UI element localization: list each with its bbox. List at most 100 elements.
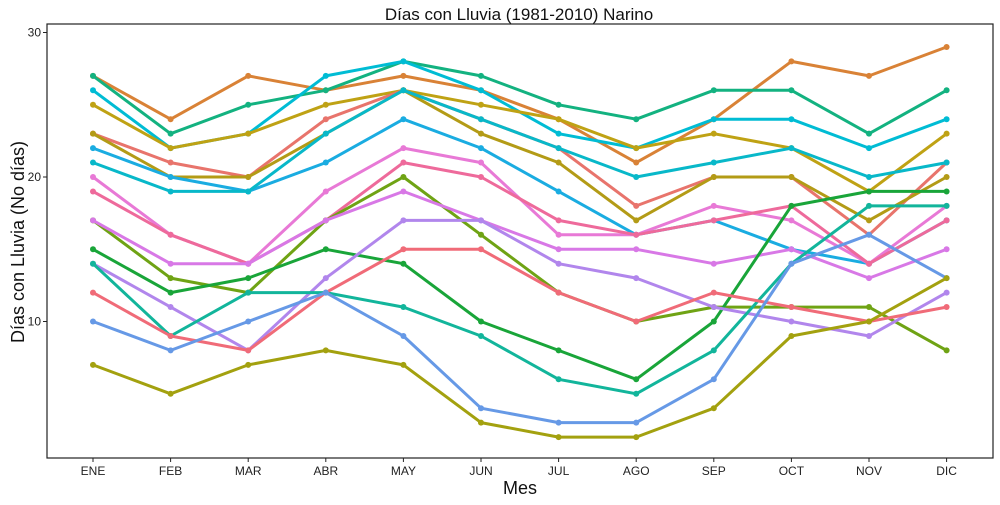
data-point xyxy=(943,289,950,296)
data-point xyxy=(167,390,174,397)
data-point xyxy=(555,145,562,152)
y-tick-label: 20 xyxy=(28,170,42,184)
series-5 xyxy=(90,87,950,238)
data-point xyxy=(245,188,252,195)
data-point xyxy=(90,159,96,166)
data-point xyxy=(943,87,950,94)
data-point xyxy=(245,174,252,180)
series-line xyxy=(91,88,949,222)
data-point xyxy=(866,275,872,282)
data-point xyxy=(788,318,795,325)
data-point xyxy=(90,318,96,325)
data-point xyxy=(555,434,562,441)
data-point xyxy=(167,130,174,137)
data-point xyxy=(555,289,562,296)
data-point xyxy=(478,159,484,166)
data-point xyxy=(788,260,795,267)
data-point xyxy=(90,145,96,152)
x-tick-label: FEB xyxy=(159,464,182,478)
data-point xyxy=(866,231,872,238)
series-17 xyxy=(90,231,950,426)
series-line xyxy=(91,218,949,352)
data-point xyxy=(633,318,640,325)
data-point xyxy=(710,304,717,311)
data-point xyxy=(943,174,950,180)
data-point xyxy=(478,231,484,238)
data-point xyxy=(788,58,795,65)
data-point xyxy=(478,419,484,426)
data-point xyxy=(245,361,252,368)
series-layer xyxy=(90,43,950,441)
data-point xyxy=(710,347,717,354)
data-point xyxy=(788,116,795,123)
data-point xyxy=(710,174,717,180)
data-point xyxy=(866,130,872,137)
data-point xyxy=(167,231,174,238)
data-point xyxy=(245,318,252,325)
data-point xyxy=(322,130,329,137)
data-point xyxy=(478,116,484,123)
data-point xyxy=(400,174,407,180)
data-point xyxy=(866,304,872,311)
data-point xyxy=(866,217,872,224)
series-18 xyxy=(90,275,950,441)
data-point xyxy=(90,101,96,108)
data-point xyxy=(710,318,717,325)
data-point xyxy=(943,275,950,282)
x-tick-label: ENE xyxy=(81,464,106,478)
data-point xyxy=(400,304,407,311)
data-point xyxy=(245,260,252,267)
x-axis-title: Mes xyxy=(503,478,537,498)
series-line xyxy=(91,59,949,136)
series-13 xyxy=(90,188,950,383)
data-point xyxy=(400,116,407,123)
data-point xyxy=(943,347,950,354)
data-point xyxy=(633,145,640,152)
series-line xyxy=(91,204,949,396)
data-point xyxy=(90,87,96,94)
series-line xyxy=(91,45,949,165)
data-point xyxy=(322,72,329,79)
data-point xyxy=(710,405,717,412)
data-point xyxy=(478,246,484,253)
data-point xyxy=(400,58,407,65)
data-point xyxy=(322,101,329,108)
x-tick-label: OCT xyxy=(779,464,805,478)
data-point xyxy=(400,217,407,224)
data-point xyxy=(710,376,717,383)
data-point xyxy=(633,116,640,123)
data-point xyxy=(90,217,96,224)
data-point xyxy=(788,246,795,253)
data-point xyxy=(866,332,872,339)
data-point xyxy=(478,145,484,152)
data-point xyxy=(90,174,96,180)
data-point xyxy=(788,202,795,209)
data-point xyxy=(245,101,252,108)
data-point xyxy=(400,260,407,267)
data-point xyxy=(400,188,407,195)
data-point xyxy=(710,87,717,94)
chart-title: Días con Lluvia (1981-2010) Narino xyxy=(385,5,653,24)
data-point xyxy=(633,275,640,282)
data-point xyxy=(478,318,484,325)
y-tick-label: 30 xyxy=(28,26,42,40)
y-axis-title: Días con Lluvia (No días) xyxy=(8,141,28,343)
data-point xyxy=(633,434,640,441)
data-point xyxy=(555,419,562,426)
data-point xyxy=(167,347,174,354)
data-point xyxy=(555,188,562,195)
data-point xyxy=(866,188,872,195)
data-point xyxy=(167,275,174,282)
data-point xyxy=(167,260,174,267)
series-12 xyxy=(90,188,950,282)
data-point xyxy=(400,361,407,368)
data-point xyxy=(167,145,174,152)
data-point xyxy=(90,361,96,368)
data-point xyxy=(866,202,872,209)
data-point xyxy=(245,347,252,354)
data-point xyxy=(245,72,252,79)
data-point xyxy=(633,246,640,253)
data-point xyxy=(943,43,950,50)
